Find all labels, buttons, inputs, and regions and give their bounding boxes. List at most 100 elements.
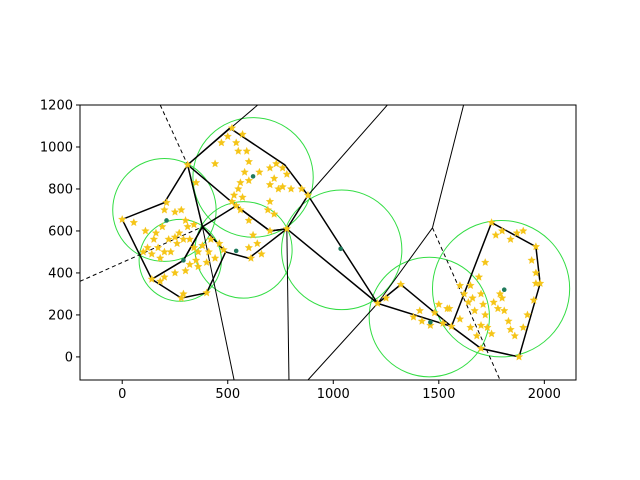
cluster-circle bbox=[368, 256, 490, 378]
data-point-star bbox=[223, 132, 232, 141]
site-point bbox=[338, 246, 343, 252]
data-point-star bbox=[286, 184, 296, 193]
data-point-star bbox=[493, 304, 503, 313]
data-point-star bbox=[210, 159, 220, 168]
data-point-star bbox=[381, 293, 391, 302]
data-point-star bbox=[206, 234, 216, 243]
data-point-star bbox=[417, 316, 427, 325]
y-tick-label: 1000 bbox=[40, 140, 73, 155]
data-point-star bbox=[244, 176, 254, 185]
data-point-star bbox=[265, 197, 275, 206]
data-point-star bbox=[246, 253, 256, 262]
data-point-star bbox=[282, 224, 292, 233]
data-point-star bbox=[487, 329, 496, 338]
circles-layer bbox=[112, 117, 571, 378]
x-tick-label: 0 bbox=[118, 387, 126, 402]
x-tick-label: 1000 bbox=[317, 387, 350, 402]
data-point-star bbox=[497, 226, 507, 235]
data-point-star bbox=[426, 321, 435, 329]
data-point-star bbox=[129, 218, 139, 227]
points-layer bbox=[118, 123, 545, 361]
data-point-star bbox=[175, 228, 184, 237]
data-point-star bbox=[447, 322, 456, 331]
data-point-star bbox=[229, 190, 239, 199]
data-point-star bbox=[297, 184, 306, 193]
voronoi-edge bbox=[307, 303, 378, 380]
data-point-star bbox=[166, 247, 175, 256]
data-point-star bbox=[263, 205, 273, 214]
data-point-star bbox=[466, 323, 475, 332]
data-point-star bbox=[396, 280, 405, 289]
data-point-star bbox=[194, 247, 203, 256]
data-point-star bbox=[177, 205, 186, 214]
data-point-star bbox=[257, 249, 266, 258]
data-point-star bbox=[189, 220, 199, 229]
data-point-star bbox=[191, 255, 201, 264]
data-point-star bbox=[244, 216, 254, 225]
data-point-star bbox=[170, 268, 180, 277]
data-point-star bbox=[265, 180, 275, 189]
data-point-star bbox=[164, 234, 173, 243]
data-point-star bbox=[476, 344, 486, 353]
data-point-star bbox=[160, 205, 169, 214]
data-point-star bbox=[185, 260, 194, 269]
data-point-star bbox=[162, 198, 171, 207]
voronoi-edge bbox=[286, 228, 290, 380]
data-point-star bbox=[170, 232, 180, 241]
data-point-star bbox=[202, 258, 211, 266]
data-point-star bbox=[170, 207, 180, 216]
data-point-star bbox=[181, 216, 190, 225]
cluster-circle bbox=[281, 189, 403, 311]
data-point-star bbox=[438, 318, 448, 327]
data-point-star bbox=[189, 243, 199, 252]
data-point-star bbox=[278, 182, 287, 191]
data-point-star bbox=[153, 243, 163, 252]
data-point-star bbox=[455, 314, 465, 323]
data-point-star bbox=[255, 167, 264, 176]
data-point-star bbox=[478, 300, 488, 308]
y-tick-label: 400 bbox=[48, 266, 73, 281]
data-point-star bbox=[512, 228, 522, 237]
plot-frame bbox=[79, 104, 577, 381]
data-point-star bbox=[219, 245, 228, 254]
data-point-star bbox=[141, 226, 150, 235]
y-tick-label: 800 bbox=[48, 182, 73, 197]
data-point-star bbox=[430, 308, 439, 317]
data-point-star bbox=[156, 253, 165, 262]
x-tick-label: 1500 bbox=[422, 387, 455, 402]
data-point-star bbox=[215, 239, 224, 248]
data-point-star bbox=[527, 255, 536, 264]
data-point-star bbox=[244, 243, 254, 252]
data-point-star bbox=[523, 310, 532, 319]
cluster-hull bbox=[377, 283, 452, 328]
data-point-star bbox=[483, 323, 492, 332]
voronoi-edge-dashed bbox=[159, 105, 189, 166]
data-point-star bbox=[147, 274, 156, 283]
data-point-star bbox=[265, 226, 275, 235]
data-point-star bbox=[147, 249, 156, 258]
data-point-star bbox=[185, 234, 194, 243]
data-point-star bbox=[303, 190, 313, 199]
site-point bbox=[181, 258, 186, 263]
data-point-star bbox=[227, 197, 237, 206]
data-point-star bbox=[519, 323, 528, 332]
y-tick-label: 0 bbox=[65, 350, 73, 365]
plot-area bbox=[80, 105, 576, 380]
data-point-star bbox=[181, 266, 190, 275]
data-point-star bbox=[481, 310, 490, 319]
data-point-star bbox=[210, 253, 220, 262]
data-point-star bbox=[415, 306, 424, 315]
y-tick-label: 600 bbox=[48, 224, 73, 239]
site-point bbox=[428, 319, 433, 325]
data-point-star bbox=[158, 222, 167, 231]
data-point-star bbox=[156, 276, 165, 285]
data-point-star bbox=[238, 130, 247, 138]
data-point-star bbox=[472, 331, 481, 340]
data-point-star bbox=[476, 321, 486, 329]
sites-layer bbox=[164, 174, 507, 325]
voronoi-edge bbox=[431, 105, 465, 228]
data-point-star bbox=[248, 230, 258, 239]
site-point bbox=[501, 287, 507, 293]
data-point-star bbox=[253, 239, 262, 248]
